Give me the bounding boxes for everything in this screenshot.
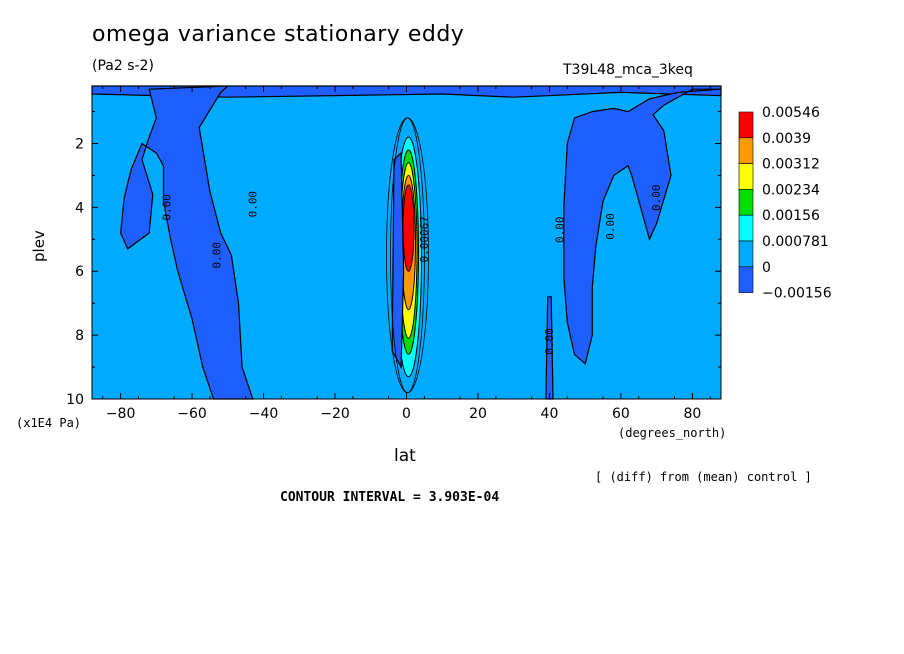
core-level-0.0039 bbox=[402, 184, 415, 272]
contour-line-1 bbox=[386, 117, 429, 394]
colorbar-swatch bbox=[738, 214, 754, 242]
colorbar-swatch bbox=[738, 240, 754, 268]
x-tick-label: 80 bbox=[683, 406, 701, 422]
colorbar-label: 0.000781 bbox=[762, 234, 829, 250]
x-tick-label: −20 bbox=[320, 406, 350, 422]
contour-label: 0.00 bbox=[246, 191, 259, 218]
colorbar-swatch bbox=[738, 111, 754, 139]
x-tick-label: −40 bbox=[249, 406, 279, 422]
colorbar-label: 0.00234 bbox=[762, 182, 820, 198]
y-axis-units: (x1E4 Pa) bbox=[16, 416, 82, 430]
y-tick-label: 10 bbox=[66, 392, 84, 408]
y-tick-label: 4 bbox=[75, 200, 84, 216]
colorbar-swatch bbox=[738, 189, 754, 216]
colorbar-label: −0.00156 bbox=[762, 286, 832, 302]
contour-label: 0.00 bbox=[211, 242, 224, 269]
chart-title: omega variance stationary eddy bbox=[92, 22, 465, 47]
contour-interval: CONTOUR INTERVAL = 3.903E-04 bbox=[280, 490, 500, 505]
y-tick-label: 6 bbox=[75, 264, 84, 280]
colorbar-label: 0.00156 bbox=[762, 208, 820, 224]
colorbar: 0.00546 0.0039 0.00312 0.00234 0.00156 0.0007… bbox=[738, 105, 832, 302]
x-tick-label: 40 bbox=[541, 406, 559, 422]
contour-label: 0.00 bbox=[161, 194, 174, 221]
contour-label: 0.00 bbox=[554, 216, 567, 243]
negative-sh-region bbox=[119, 85, 254, 400]
y-tick-label: 8 bbox=[75, 328, 84, 344]
chart-units: (Pa2 s-2) bbox=[92, 58, 154, 74]
contour-label: 0.00067 bbox=[418, 216, 431, 262]
contour-label: 0.00 bbox=[543, 328, 556, 355]
run-label: T39L48_mca_3keq bbox=[563, 62, 693, 78]
x-tick-label: 20 bbox=[469, 406, 487, 422]
axes: −80 −60 −40 −20 0 20 40 60 80 2 4 6 8 10 bbox=[66, 85, 722, 422]
contour-label: 0.00 bbox=[650, 185, 663, 212]
contour-label: 0.00 bbox=[604, 213, 617, 240]
negative-nh-region bbox=[563, 88, 722, 366]
colorbar-swatch bbox=[738, 266, 754, 293]
x-tick-label: 60 bbox=[612, 406, 630, 422]
x-tick-label: −80 bbox=[106, 406, 136, 422]
plot-area: 0.00 0.00 0.00 0.00 0.00 0.00 0.00 0.00067 bbox=[91, 85, 722, 400]
x-axis-label: lat bbox=[394, 446, 416, 466]
x-axis-units: (degrees_north) bbox=[618, 426, 727, 440]
colorbar-label: 0.0039 bbox=[762, 131, 811, 147]
colorbar-label: 0.00546 bbox=[762, 105, 820, 121]
x-tick-label: −60 bbox=[177, 406, 207, 422]
y-tick-label: 2 bbox=[75, 136, 84, 152]
x-tick-label: 0 bbox=[402, 406, 411, 422]
colorbar-label: 0.00312 bbox=[762, 157, 820, 173]
diff-footnote: [ (diff) from (mean) control ] bbox=[595, 470, 812, 484]
colorbar-label: 0 bbox=[762, 260, 771, 276]
colorbar-swatch bbox=[738, 163, 754, 190]
colorbar-swatch bbox=[738, 137, 754, 164]
